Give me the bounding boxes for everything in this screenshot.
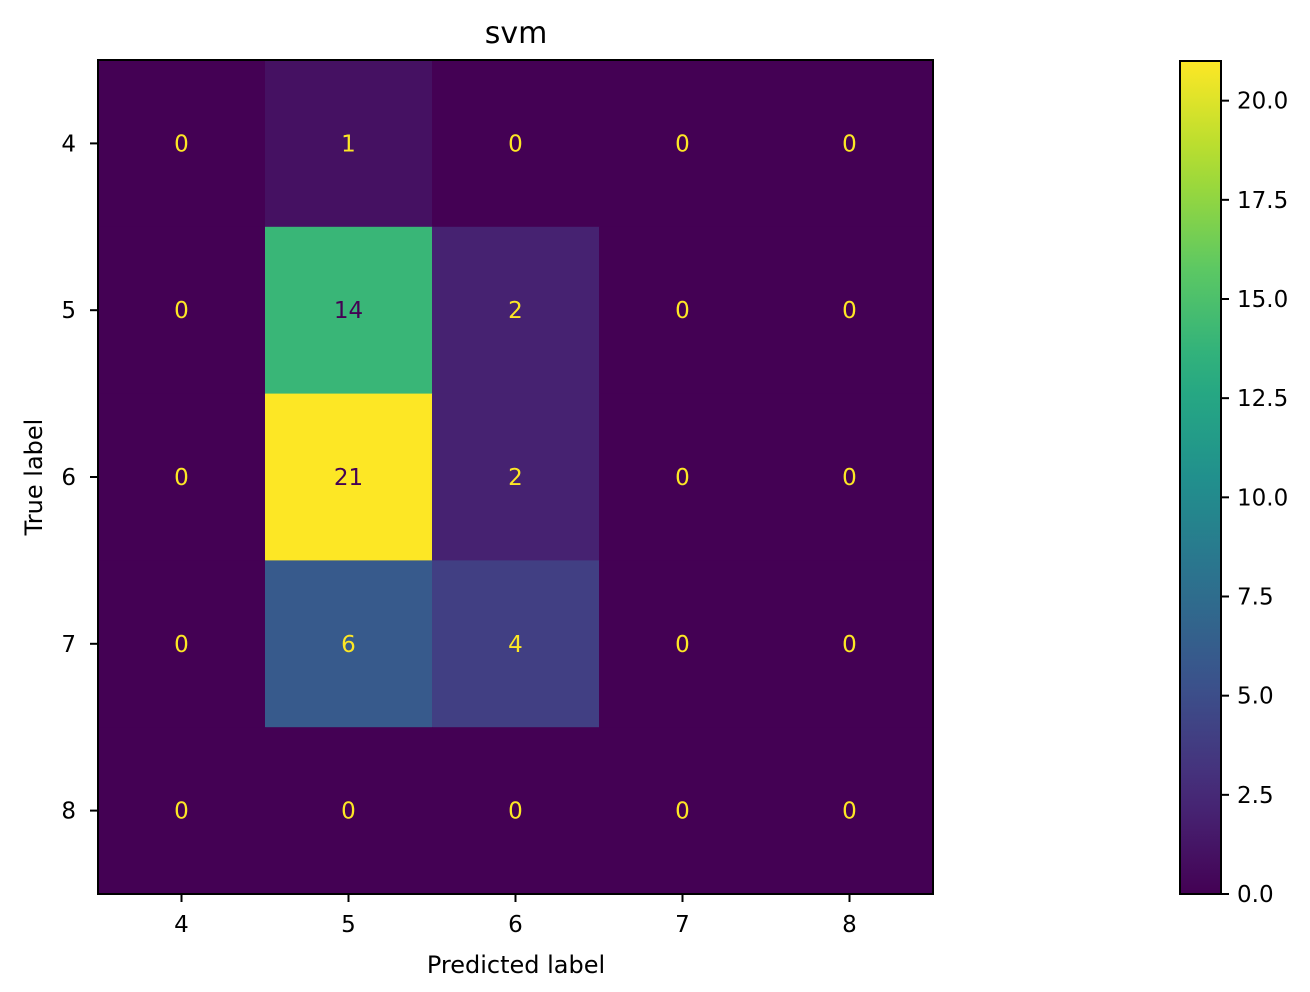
heatmap-cell [599,226,767,395]
colorbar-tick-label: 7.5 [1237,585,1274,611]
heatmap-cell [265,560,433,728]
heatmap-cell [432,560,600,728]
heatmap-cell [766,393,934,561]
cell-value-label: 0 [675,465,690,491]
cell-value-label: 1 [341,131,356,157]
x-tick-label: 5 [341,912,356,938]
chart-title: svm [485,16,548,51]
y-tick-label: 7 [61,632,76,658]
cell-value-label: 0 [842,799,857,825]
cell-value-label: 0 [842,632,857,658]
heatmap-cell [766,727,934,895]
colorbar-ticks: 0.0 2.5 5.0 7.5 10.0 12.5 15.0 17.5 20.0 [1221,89,1288,908]
x-axis-ticks: 4 5 6 7 8 [174,894,857,938]
colorbar-tick-label: 2.5 [1237,783,1274,809]
cell-value-label: 0 [842,465,857,491]
heatmap-cell [98,60,266,228]
heatmap-cell [599,393,767,561]
cell-value-label: 0 [675,632,690,658]
x-tick-label: 6 [508,912,523,938]
colorbar-tick-label: 5.0 [1237,684,1274,710]
heatmap-cell [98,560,266,728]
heatmap-cell [766,560,934,728]
heatmap-cell [766,60,934,228]
y-tick-label: 4 [61,131,76,157]
heatmap-cell [599,727,767,895]
cell-value-label: 0 [508,799,523,825]
heatmap-cell [766,226,934,395]
cell-value-label: 0 [842,131,857,157]
x-tick-label: 4 [174,912,189,938]
heatmap-cell [599,60,767,228]
cell-value-label: 21 [334,465,363,491]
x-axis-label: Predicted label [427,951,605,979]
cell-value-label: 14 [334,298,363,324]
cell-value-label: 6 [341,632,356,658]
heatmap-cell [98,393,266,561]
cell-value-label: 0 [174,131,189,157]
y-axis-ticks: 4 5 6 7 8 [61,131,98,825]
heatmap-cell [432,393,600,561]
cell-value-label: 0 [842,298,857,324]
colorbar [1179,60,1222,895]
cell-value-label: 4 [508,632,523,658]
colorbar-tick-label: 15.0 [1237,287,1288,313]
colorbar-tick-label: 12.5 [1237,386,1288,412]
heatmap-cell [432,727,600,895]
colorbar-tick-label: 17.5 [1237,188,1288,214]
colorbar-tick-label: 0.0 [1237,882,1274,908]
y-tick-label: 5 [61,298,76,324]
heatmap-cell [98,226,266,395]
heatmap-cell [265,60,433,228]
colorbar-tick-label: 10.0 [1237,485,1288,511]
y-tick-label: 6 [61,465,76,491]
cell-value-label: 0 [341,799,356,825]
heatmap-cell [432,60,600,228]
y-axis-label: True label [20,419,48,537]
heatmap-cell [98,727,266,895]
cell-value-label: 0 [675,131,690,157]
cell-value-label: 0 [675,298,690,324]
cell-value-label: 0 [508,131,523,157]
heatmap-cell [265,226,433,395]
heatmap-cell [265,393,433,561]
cell-value-label: 0 [174,799,189,825]
heatmap-cell-labels: 0 1 0 0 0 0 14 2 0 0 0 21 2 0 0 0 6 4 0 0 0 0 0 0 0 [174,131,857,824]
cell-value-label: 0 [174,298,189,324]
heatmap-cell [599,560,767,728]
cell-value-label: 0 [675,799,690,825]
x-tick-label: 7 [675,912,690,938]
heatmap-cell [265,727,433,895]
cell-value-label: 0 [174,465,189,491]
heatmap-cell [432,226,600,395]
cell-value-label: 0 [174,632,189,658]
colorbar-tick-label: 20.0 [1237,89,1288,115]
heatmap-cells [98,60,934,895]
x-tick-label: 8 [842,912,857,938]
cell-value-label: 2 [508,298,523,324]
y-tick-label: 8 [61,799,76,825]
cell-value-label: 2 [508,465,523,491]
